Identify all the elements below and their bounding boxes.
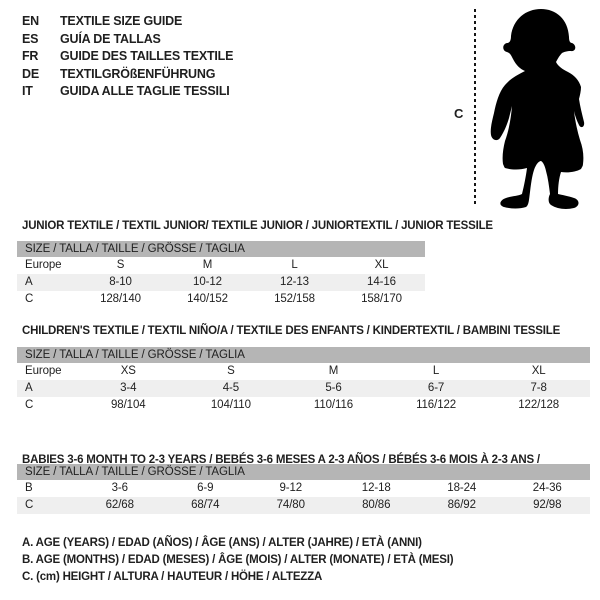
height-cell: 68/74 xyxy=(191,499,220,511)
height-cell: 122/128 xyxy=(518,399,560,411)
lang-code: ES xyxy=(22,31,39,46)
age-cell: 3-4 xyxy=(120,382,137,394)
size-cell: M xyxy=(202,259,213,271)
row-label: C xyxy=(25,499,34,511)
row-label: C xyxy=(25,293,34,305)
months-cell: 3-6 xyxy=(111,482,128,494)
lang-title: GUIDE DES TAILLES TEXTILE xyxy=(60,49,234,63)
months-cell: 9-12 xyxy=(279,482,303,494)
note-height-cm: C. (cm) HEIGHT / ALTURA / HAUTEUR / HÖHE… xyxy=(22,571,323,583)
age-cell: 8-10 xyxy=(109,276,132,288)
height-cell: 158/170 xyxy=(361,293,402,305)
size-cell: S xyxy=(116,259,125,271)
months-cell: 12-18 xyxy=(361,482,391,494)
size-header-bar: SIZE / TALLA / TAILLE / GRÖSSE / TAGLIA xyxy=(17,241,425,257)
age-cell: 12-13 xyxy=(280,276,309,288)
lang-row-de: DE TEXTILGRÖßENFÜHRUNG xyxy=(22,66,233,84)
height-cell: 86/92 xyxy=(447,499,476,511)
lang-code: DE xyxy=(22,66,39,81)
size-cell: L xyxy=(291,259,298,271)
children-section-heading: CHILDREN'S TEXTILE / TEXTIL NIÑO/A / TEX… xyxy=(22,325,561,337)
table-row-months: B 3-6 6-9 9-12 12-18 18-24 24-36 xyxy=(17,480,590,497)
size-header-bar: SIZE / TALLA / TAILLE / GRÖSSE / TAGLIA xyxy=(17,464,590,480)
height-cell: 62/68 xyxy=(105,499,134,511)
lang-title: TEXTILGRÖßENFÜHRUNG xyxy=(60,66,216,81)
legend-notes: A. AGE (YEARS) / EDAD (AÑOS) / ÂGE (ANS)… xyxy=(22,535,454,586)
babies-heading-line1: BABIES 3-6 MONTH TO 2-3 YEARS / BEBÉS 3-… xyxy=(22,454,540,466)
table-row-height: C 62/68 68/74 74/80 80/86 86/92 92/98 xyxy=(17,497,590,514)
age-cell: 7-8 xyxy=(530,382,547,394)
toddler-silhouette-icon xyxy=(490,9,585,209)
months-cell: 24-36 xyxy=(532,482,562,494)
language-title-block: EN TEXTILE SIZE GUIDE ES GUÍA DE TALLAS … xyxy=(22,13,233,101)
height-measure-dashed-line xyxy=(474,9,476,206)
size-cell: XS xyxy=(120,365,136,377)
height-cell: 74/80 xyxy=(276,499,305,511)
height-cell: 104/110 xyxy=(210,399,251,411)
age-cell: 14-16 xyxy=(367,276,396,288)
row-label: C xyxy=(25,399,34,411)
table-row-height: C 98/104 104/110 110/116 116/122 122/128 xyxy=(17,397,590,414)
size-cell: M xyxy=(328,365,339,377)
height-cell: 98/104 xyxy=(111,399,146,411)
row-label: B xyxy=(25,482,33,494)
height-cell: 80/86 xyxy=(362,499,391,511)
height-cell: 128/140 xyxy=(100,293,141,305)
height-cell: 116/122 xyxy=(416,399,457,411)
junior-size-table: SIZE / TALLA / TAILLE / GRÖSSE / TAGLIA … xyxy=(17,241,425,308)
note-age-years: A. AGE (YEARS) / EDAD (AÑOS) / ÂGE (ANS)… xyxy=(22,537,422,549)
lang-code: EN xyxy=(22,14,39,28)
size-cell: S xyxy=(227,365,235,377)
lang-row-fr: FR GUIDE DES TAILLES TEXTILE xyxy=(22,48,233,66)
age-cell: 6-7 xyxy=(427,382,445,394)
junior-section-heading: JUNIOR TEXTILE / TEXTIL JUNIOR/ TEXTILE … xyxy=(22,220,493,232)
lang-title: TEXTILE SIZE GUIDE xyxy=(60,14,183,28)
children-size-table: SIZE / TALLA / TAILLE / GRÖSSE / TAGLIA … xyxy=(17,347,590,414)
height-cell: 92/98 xyxy=(533,499,562,511)
height-cell: 152/158 xyxy=(274,293,315,305)
size-cell: XL xyxy=(374,259,389,271)
height-measure-label: C xyxy=(454,106,464,121)
lang-code: FR xyxy=(22,49,39,63)
months-cell: 6-9 xyxy=(197,482,214,494)
size-header-bar: SIZE / TALLA / TAILLE / GRÖSSE / TAGLIA xyxy=(17,347,590,363)
age-cell: 5-6 xyxy=(325,382,342,394)
age-cell: 4-5 xyxy=(222,382,240,394)
babies-size-table: SIZE / TALLA / TAILLE / GRÖSSE / TAGLIA … xyxy=(17,464,590,514)
note-age-months: B. AGE (MONTHS) / EDAD (MESES) / ÂGE (MO… xyxy=(22,554,454,566)
lang-code: IT xyxy=(22,84,33,98)
table-row-age: A 8-10 10-12 12-13 14-16 xyxy=(17,274,425,291)
lang-title: GUIDA ALLE TAGLIE TESSILI xyxy=(60,84,230,98)
lang-row-en: EN TEXTILE SIZE GUIDE xyxy=(22,13,233,31)
table-row-height: C 128/140 140/152 152/158 158/170 xyxy=(17,291,425,308)
row-label: A xyxy=(25,382,33,394)
table-row-europe: Europe XS S M L XL xyxy=(17,363,590,380)
months-cell: 18-24 xyxy=(447,482,477,494)
table-row-age: A 3-4 4-5 5-6 6-7 7-8 xyxy=(17,380,590,397)
lang-row-it: IT GUIDA ALLE TAGLIE TESSILI xyxy=(22,83,233,101)
lang-row-es: ES GUÍA DE TALLAS xyxy=(22,31,233,49)
row-label: Europe xyxy=(25,365,62,377)
row-label: A xyxy=(25,276,33,288)
lang-title: GUÍA DE TALLAS xyxy=(60,31,161,46)
age-cell: 10-12 xyxy=(193,276,222,288)
height-cell: 140/152 xyxy=(187,293,228,305)
row-label: Europe xyxy=(25,259,62,271)
table-row-europe: Europe S M L XL xyxy=(17,257,425,274)
size-cell: XL xyxy=(531,365,546,377)
height-cell: 110/116 xyxy=(313,399,354,411)
size-cell: L xyxy=(432,365,440,377)
